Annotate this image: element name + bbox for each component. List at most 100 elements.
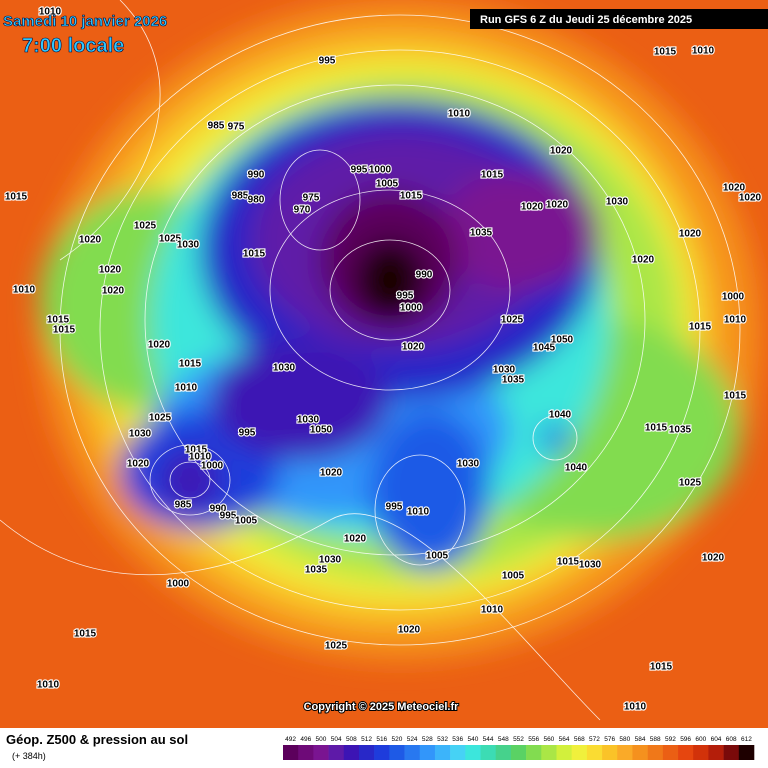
colorbar-cell [602, 745, 618, 760]
colorbar-label: 520 [392, 736, 403, 743]
colorbar-label: 516 [376, 736, 387, 743]
isobar-label: 1010 [448, 109, 471, 120]
colorbar-label: 544 [483, 736, 494, 743]
isobar-label: 995 [239, 428, 256, 439]
colorbar-label: 504 [331, 736, 342, 743]
valid-date: Samedi 10 janvier 2026 [3, 13, 167, 30]
isobar-label: 1025 [679, 478, 702, 489]
isobar-label: 995 [220, 511, 237, 522]
isobar-label: 1050 [551, 335, 574, 346]
colorbar-cell [434, 745, 451, 760]
colorbar-label: 596 [680, 736, 691, 743]
colorbar-label: 604 [711, 736, 722, 743]
isobar-label: 1020 [344, 534, 367, 545]
colorbar-cell [419, 745, 436, 760]
colorbar-label: 508 [346, 736, 357, 743]
isobar-label: 1005 [235, 516, 258, 527]
isobar-label: 1020 [99, 265, 122, 276]
colorbar-label: 552 [513, 736, 524, 743]
isobar-label: 1020 [79, 235, 102, 246]
isobar-label: 1025 [134, 221, 157, 232]
isobar-label: 1035 [470, 228, 493, 239]
colorbar-label: 564 [559, 736, 570, 743]
isobar-label: 1020 [739, 193, 762, 204]
isobar-label: 995 [386, 502, 403, 513]
colorbar-cell [389, 745, 405, 760]
isobar-label: 1015 [243, 249, 266, 260]
isobar-label: 1030 [493, 365, 516, 376]
isobar-label: 1025 [501, 315, 524, 326]
colorbar-cell [510, 745, 527, 760]
isobar-label: 1015 [481, 170, 504, 181]
isobar-label: 995 [319, 56, 336, 67]
colorbar-label: 532 [437, 736, 448, 743]
isobar-label: 1030 [579, 560, 602, 571]
colorbar-cell [450, 745, 466, 760]
colorbar-label: 540 [467, 736, 478, 743]
isobar-label: 1010 [407, 507, 430, 518]
isobar-label: 995 [397, 291, 414, 302]
colorbar-cell [328, 745, 345, 760]
isobar-label: 1020 [550, 146, 573, 157]
isobar-label: 1020 [320, 468, 343, 479]
colorbar-cell [541, 745, 557, 760]
colorbar-cell [374, 745, 390, 760]
isobar-label: 1030 [457, 459, 480, 470]
colorbar-cell [738, 745, 755, 760]
colorbar-cell [404, 745, 421, 760]
isobar-label: 1020 [102, 286, 125, 297]
isobar-label: 1020 [402, 342, 425, 353]
colorbar-cell [632, 745, 648, 760]
colorbar-label: 568 [574, 736, 585, 743]
isobar-label: 1020 [679, 229, 702, 240]
colorbar-cell [647, 745, 664, 760]
isobar-label: 1010 [13, 285, 36, 296]
isobar-label: 1015 [557, 557, 580, 568]
isobar-label: 1020 [723, 183, 746, 194]
isobar-label: 1015 [53, 325, 76, 336]
isobar-label: 1010 [37, 680, 60, 691]
colorbar-label: 548 [498, 736, 509, 743]
valid-time: 7:00 locale [22, 35, 124, 57]
isobar-label: 995 [351, 165, 368, 176]
colorbar-label: 608 [726, 736, 737, 743]
colorbar-cell [480, 745, 497, 760]
colorbar-label: 500 [316, 736, 327, 743]
isobar-label: 975 [228, 122, 245, 133]
run-info: Run GFS 6 Z du Jeudi 25 décembre 2025 [480, 14, 692, 26]
colorbar-label: 584 [635, 736, 646, 743]
isobar-label: 1030 [297, 415, 320, 426]
isobar-label: 1020 [521, 202, 544, 213]
legend-lead: (+ 384h) [12, 751, 46, 761]
colorbar-cell [708, 745, 724, 760]
colorbar-cell [358, 745, 375, 760]
colorbar-cell [571, 745, 588, 760]
isobar-lines [0, 0, 741, 721]
colorbar-label: 528 [422, 736, 433, 743]
colorbar-label: 492 [285, 736, 296, 743]
isobar-label: 1015 [179, 359, 202, 370]
isobar-label: 1015 [5, 192, 28, 203]
isobar-label: 1040 [565, 463, 588, 474]
legend-title: Géop. Z500 & pression au sol [6, 732, 188, 747]
isobar-label: 1015 [185, 445, 208, 456]
isobar-label: 970 [294, 205, 311, 216]
isobar-label: 1030 [606, 197, 629, 208]
colorbar-cell [693, 745, 709, 760]
isobar-label: 990 [248, 170, 265, 181]
isobar-label: 1020 [127, 459, 150, 470]
isobar-label: 1005 [376, 179, 399, 190]
isobar-label: 1015 [689, 322, 712, 333]
isobar-label: 1020 [546, 200, 569, 211]
isobar-label: 1020 [398, 625, 421, 636]
colorbar-label: 592 [665, 736, 676, 743]
isobar-label: 1025 [325, 641, 348, 652]
colorbar-cell [495, 745, 512, 760]
isobar-label: 1035 [502, 375, 525, 386]
colorbar-label: 560 [543, 736, 554, 743]
colorbar-label: 536 [452, 736, 463, 743]
isobar-label: 1025 [149, 413, 172, 424]
colorbar-cell [526, 745, 542, 760]
